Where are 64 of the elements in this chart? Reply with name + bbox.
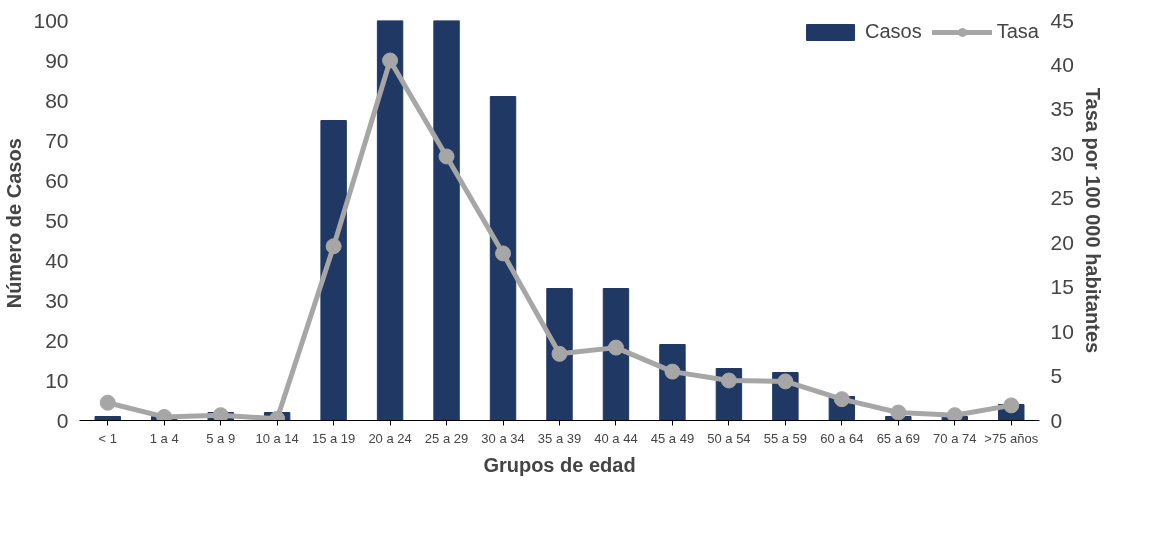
point [890, 404, 907, 421]
x-tick-label: 10 a 14 [255, 430, 299, 446]
y-tick-label: 90 [45, 48, 69, 72]
y2-tick-label: 10 [1050, 319, 1074, 343]
y-tick-label: 80 [45, 88, 69, 112]
x-tick-label: < 1 [98, 430, 117, 446]
point [607, 339, 624, 356]
y2-tick-label: 5 [1050, 364, 1063, 388]
x-tick-label: 25 a 29 [424, 430, 469, 446]
y-tick-label: 0 [56, 408, 69, 432]
point [946, 407, 963, 421]
y2-tick-label: 15 [1050, 275, 1074, 299]
bar [602, 288, 630, 421]
x-tick-label: 65 a 69 [876, 430, 921, 446]
bar [433, 20, 460, 421]
x-tick-label: 60 a 64 [820, 430, 864, 446]
x-tick-label: 5 a 9 [206, 430, 236, 446]
y-tick-label: 70 [45, 128, 69, 152]
point [495, 245, 512, 262]
x-tick-label: 45 a 49 [650, 430, 695, 446]
y2-axis-title: Tasa por 100 000 habitantes [1081, 87, 1104, 354]
point [1003, 397, 1020, 414]
x-tick-label: 55 a 59 [763, 430, 808, 446]
x-tick-label: 1 a 4 [149, 430, 179, 446]
point [438, 148, 455, 165]
point [382, 52, 399, 69]
x-tick-label: 30 a 34 [481, 430, 525, 446]
x-tick-label: 20 a 24 [368, 430, 412, 446]
y2-tick-label: 0 [1050, 408, 1063, 432]
legend-label: Tasa [996, 20, 1039, 43]
y-tick-label: 30 [45, 288, 69, 312]
legend-label: Casos [865, 20, 922, 43]
bar [320, 120, 347, 421]
y2-tick-label: 40 [1050, 52, 1074, 76]
point [212, 407, 229, 421]
x-tick-label: 35 a 39 [537, 430, 582, 446]
x-tick-label: 70 a 74 [933, 430, 977, 446]
x-axis-title: Grupos de edad [483, 453, 636, 476]
bar [489, 96, 517, 421]
bar [94, 416, 121, 421]
point [777, 373, 794, 390]
y2-tick-label: 20 [1050, 230, 1074, 254]
y2-tick-label: 35 [1050, 97, 1074, 121]
bar [376, 20, 404, 421]
x-tick-label: 40 a 44 [594, 430, 638, 446]
x-tick-label: 15 a 19 [311, 430, 356, 446]
y2-tick-label: 30 [1050, 141, 1074, 165]
y-tick-label: 60 [45, 168, 69, 192]
y-tick-label: 20 [45, 328, 69, 352]
point [551, 345, 568, 362]
bar [546, 288, 573, 421]
y-tick-label: 50 [45, 208, 69, 232]
point [720, 372, 737, 389]
x-tick-label: >75 años [984, 430, 1039, 446]
point [99, 394, 116, 411]
point [325, 238, 342, 255]
y-axis-title: Número de Casos [3, 138, 26, 309]
y-tick-label: 40 [45, 248, 69, 272]
y-tick-label: 100 [33, 8, 69, 32]
y2-tick-label: 25 [1050, 186, 1074, 210]
y-tick-label: 10 [45, 368, 69, 392]
point [664, 363, 681, 380]
x-tick-label: 50 a 54 [707, 430, 751, 446]
y2-tick-label: 45 [1050, 8, 1074, 32]
